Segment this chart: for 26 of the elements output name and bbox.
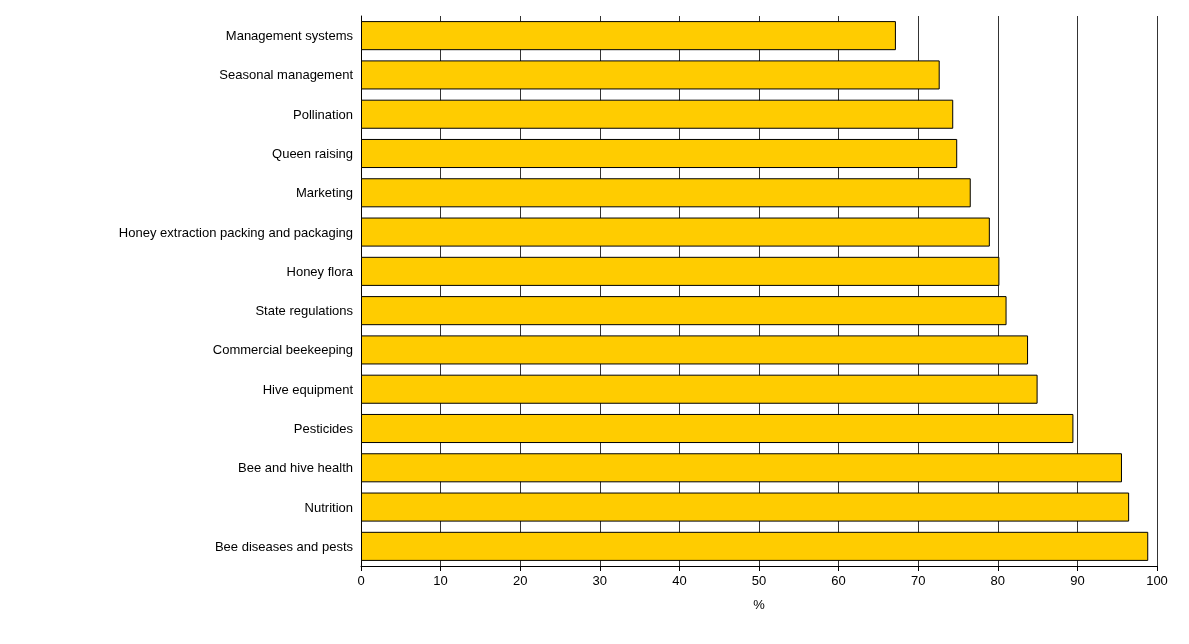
y-tick-label: Management systems: [225, 28, 354, 44]
y-tick-label: Honey flora: [286, 263, 354, 279]
x-tick-label: 30: [592, 573, 608, 588]
x-tick-label: 90: [1070, 573, 1085, 588]
x-tick-label: 20: [512, 573, 528, 588]
y-tick-label: Commercial beekeeping: [212, 342, 353, 358]
y-tick-label: Pesticides: [293, 421, 354, 436]
x-tick-label: 100: [1146, 573, 1168, 588]
y-tick-label: State regulations: [255, 303, 354, 319]
x-tick-label: 80: [990, 573, 1006, 588]
y-tick-label: Hive equipment: [262, 381, 354, 397]
x-tick-label: 10: [433, 573, 448, 588]
y-tick-label: Seasonal management: [219, 67, 354, 83]
x-tick-label: 0: [357, 573, 365, 588]
y-tick-label: Nutrition: [304, 499, 353, 515]
y-tick-label: Marketing: [295, 185, 353, 201]
x-axis-title: %: [753, 597, 766, 612]
y-tick-label: Honey extraction packing and packaging: [118, 224, 353, 240]
x-tick-label: 70: [910, 573, 926, 588]
y-tick-label: Bee and hive health: [238, 460, 353, 476]
y-tick-label: Bee diseases and pests: [214, 538, 354, 554]
x-tick-label: 60: [831, 573, 846, 588]
y-tick-label: Queen raising: [272, 146, 353, 161]
y-tick-label: Pollination: [293, 106, 353, 122]
x-tick-label: 40: [672, 573, 687, 588]
x-tick-label: 50: [751, 573, 767, 588]
